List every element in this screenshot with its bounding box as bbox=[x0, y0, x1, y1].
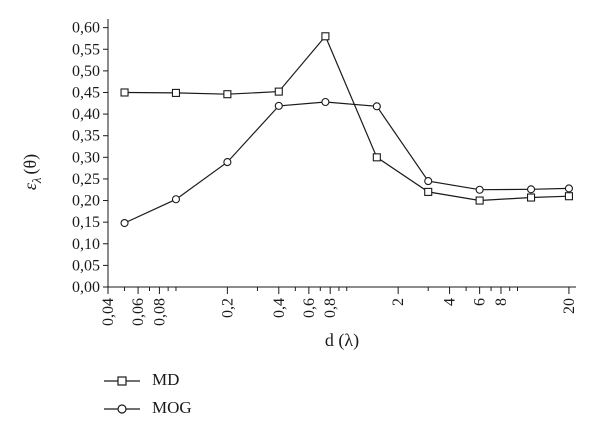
data-point-mog bbox=[223, 158, 232, 167]
x-tick-label: 0,6 bbox=[301, 298, 318, 318]
legend: MD MOG bbox=[104, 368, 264, 424]
series-layer bbox=[120, 32, 573, 228]
data-point-md bbox=[223, 90, 232, 99]
y-tick-label: 0,15 bbox=[72, 214, 100, 231]
series-line-md bbox=[124, 35, 569, 202]
y-tick-label: 0,05 bbox=[72, 257, 100, 274]
data-point-mog bbox=[171, 195, 181, 204]
y-tick-label: 0,55 bbox=[72, 41, 100, 58]
x-tick-label: 6 bbox=[472, 298, 489, 306]
data-point-mog bbox=[372, 102, 381, 111]
y-tick-label: 0,30 bbox=[72, 149, 100, 166]
data-point-md bbox=[372, 153, 381, 162]
x-tick-label: 4 bbox=[442, 298, 459, 306]
data-point-md bbox=[475, 196, 484, 205]
y-tick-label: 0,45 bbox=[72, 84, 100, 101]
data-point-md bbox=[321, 32, 330, 41]
data-point-md bbox=[120, 88, 129, 97]
data-point-mog bbox=[120, 218, 129, 228]
legend-item-md: MD bbox=[104, 368, 264, 396]
svg-text:ελ(θ): ελ (θ) bbox=[20, 154, 44, 190]
y-tick-label: 0,00 bbox=[72, 279, 100, 296]
y-axis-label-subscript: λ bbox=[29, 177, 44, 184]
x-tick-label: 0,06 bbox=[130, 298, 147, 326]
data-point-mog bbox=[564, 184, 573, 193]
y-tick-label: 0,10 bbox=[72, 236, 100, 253]
x-tick-label: 2 bbox=[390, 298, 407, 306]
x-axis: 0,04 0,06 0,08 0,2 0,4 0,6 0,8 2 4 6 8 20 bbox=[100, 287, 578, 326]
y-tick-label: 0,20 bbox=[72, 193, 100, 210]
legend-label-md: MD bbox=[152, 370, 180, 389]
data-point-mog bbox=[274, 101, 283, 110]
data-point-md bbox=[564, 192, 573, 201]
x-tick-label: 0,08 bbox=[151, 298, 168, 326]
y-tick-label: 0,60 bbox=[72, 20, 100, 37]
legend-item-mog: MOG bbox=[104, 396, 264, 424]
x-tick-label: 0,4 bbox=[271, 298, 288, 318]
y-axis: 0,00 0,05 0,10 0,15 0,20 0,25 0,30 0,35 0,40 0,45… bbox=[72, 20, 108, 296]
data-point-mog bbox=[475, 185, 484, 194]
legend-circle-marker-icon bbox=[104, 404, 140, 414]
series-line-mog bbox=[124, 101, 569, 224]
x-tick-label: 20 bbox=[561, 298, 578, 314]
x-tick-label: 8 bbox=[493, 298, 510, 306]
y-tick-label: 0,40 bbox=[72, 106, 100, 123]
legend-label-mog: MOG bbox=[152, 398, 192, 417]
plot-frame bbox=[107, 19, 576, 288]
y-tick-label: 0,35 bbox=[72, 128, 100, 145]
data-point-mog bbox=[424, 177, 433, 186]
data-point-md bbox=[171, 88, 181, 97]
x-tick-label: 0,8 bbox=[322, 298, 339, 318]
data-point-md bbox=[526, 193, 536, 202]
x-axis-label: d (λ) bbox=[325, 330, 359, 351]
data-point-mog bbox=[526, 185, 536, 194]
x-tick-label: 0,2 bbox=[219, 298, 236, 318]
y-axis-label-argument: (θ) bbox=[20, 154, 41, 175]
x-tick-label: 0,04 bbox=[100, 298, 117, 326]
y-axis-label-symbol: ε bbox=[20, 182, 40, 190]
legend-square-marker-icon bbox=[104, 376, 140, 386]
y-tick-label: 0,50 bbox=[72, 63, 100, 80]
y-tick-label: 0,25 bbox=[72, 171, 100, 188]
data-point-md bbox=[424, 187, 433, 196]
y-axis-label: ελ (θ) bbox=[20, 154, 44, 190]
data-point-md bbox=[274, 87, 283, 96]
data-point-mog bbox=[321, 97, 330, 107]
